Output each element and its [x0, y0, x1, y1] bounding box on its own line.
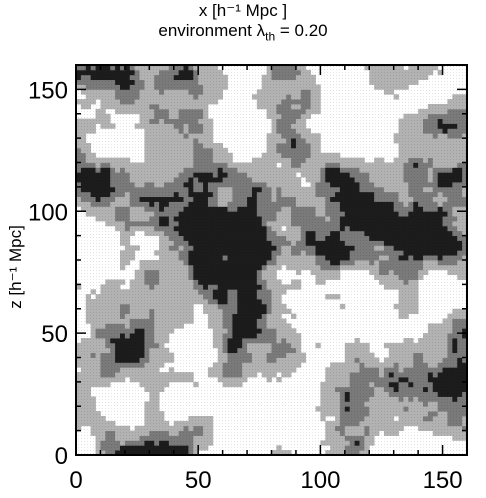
y-tick-label: 50 — [41, 321, 68, 348]
y-tick-label: 0 — [55, 443, 68, 470]
chart-title-suffix: = 0.20 — [275, 21, 328, 40]
x-tick-label: 150 — [423, 467, 463, 494]
chart-title-line1: x [h⁻¹ Mpc ] — [198, 1, 288, 20]
y-axis-label-svg: z [h⁻¹ Mpc] — [6, 225, 25, 309]
chart-title-subscript: th — [265, 29, 276, 44]
y-axis-label: z [h⁻¹ Mpc] — [6, 225, 25, 309]
halftone-overlay — [76, 65, 467, 455]
x-tick-labels: 0 50 100 150 — [69, 467, 462, 494]
x-tick-label: 0 — [69, 467, 82, 494]
x-tick-label: 50 — [185, 467, 212, 494]
y-tick-label: 100 — [28, 199, 68, 226]
axis-ticks — [75, 64, 468, 456]
y-tick-label: 150 — [28, 77, 68, 104]
chart-title-line2: environment λth = 0.20 — [0, 22, 486, 42]
y-axis-label-box: z [h⁻¹ Mpc] — [6, 202, 26, 332]
chart-title-prefix: environment λ — [158, 21, 266, 40]
x-tick-label: 100 — [300, 467, 340, 494]
y-tick-labels: 0 50 100 150 — [28, 77, 68, 470]
